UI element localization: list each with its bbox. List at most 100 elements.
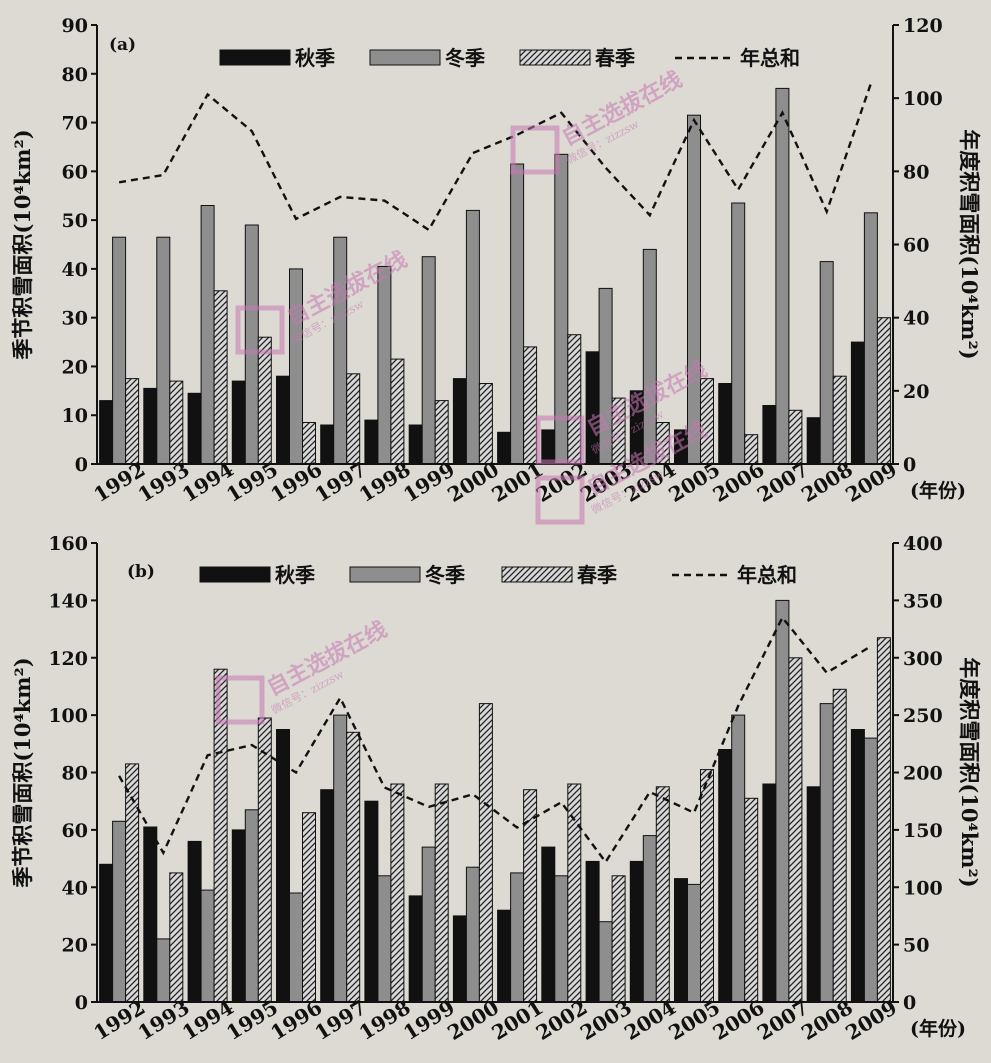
bar-black-1997	[320, 424, 335, 465]
left-tick-label: 30	[62, 308, 88, 330]
right-tick-label: 200	[903, 763, 943, 785]
bar-black-2009	[850, 729, 865, 1003]
bar-gray-2009	[863, 212, 878, 465]
bar-hatched-1999	[434, 400, 449, 465]
bar-gray-1999	[421, 846, 436, 1003]
bar-hatched-2002	[567, 334, 582, 465]
left-tick-label: 40	[62, 877, 88, 899]
bar-hatched-1997	[346, 373, 361, 465]
left-tick-label: 140	[48, 590, 88, 612]
bar-hatched-2007	[788, 409, 803, 465]
bar-gray-2009	[863, 737, 878, 1003]
panel-label: (a)	[109, 35, 136, 55]
x-unit-label: (年份)	[910, 1017, 966, 1040]
legend-label: 冬季	[445, 46, 485, 70]
bar-gray-2007	[775, 599, 790, 1003]
right-tick-label: 350	[903, 590, 943, 612]
bar-hatched-2005	[700, 769, 714, 1003]
legend: 秋季 冬季 春季 年总和	[219, 46, 800, 70]
bar-hatched-2000	[478, 383, 493, 465]
bar-gray-2008	[819, 261, 834, 465]
bar-hatched-1995	[257, 336, 272, 465]
left-tick-label: 60	[62, 161, 88, 183]
watermark-logo	[235, 305, 285, 355]
bar-gray-1997	[333, 714, 348, 1003]
bar-black-1993	[143, 826, 158, 1003]
legend-swatch-gray	[349, 566, 421, 583]
right-tick-label: 150	[903, 820, 943, 842]
right-tick-label: 300	[903, 648, 943, 670]
legend-swatch-black	[219, 49, 291, 66]
bar-black-2004	[629, 860, 644, 1003]
left-tick-label: 60	[62, 820, 88, 842]
bar-black-1992	[99, 400, 114, 465]
bar-black-1995	[231, 829, 246, 1003]
bar-gray-1995	[244, 809, 259, 1003]
bar-black-2002	[541, 846, 556, 1003]
bar-black-2006	[718, 383, 733, 465]
bar-gray-1994	[200, 205, 215, 465]
bar-black-1999	[408, 424, 423, 465]
bar-gray-1998	[377, 875, 392, 1003]
bar-gray-2000	[465, 209, 480, 465]
bar-gray-2003	[598, 921, 613, 1003]
bar-hatched-2004	[655, 786, 670, 1003]
right-tick-label: 60	[903, 235, 929, 257]
bar-black-1994	[187, 392, 202, 465]
right-tick-label: 120	[903, 15, 943, 37]
bar-hatched-2006	[744, 797, 759, 1003]
bar-hatched-1993	[169, 872, 184, 1003]
right-tick-label: 250	[903, 705, 943, 727]
bar-gray-2002	[554, 875, 569, 1003]
bar-black-2001	[497, 909, 512, 1003]
legend-swatch-hatched	[519, 49, 591, 66]
bar-hatched-2003	[611, 875, 626, 1003]
left-tick-label: 0	[75, 992, 88, 1014]
bar-gray-2001	[510, 163, 525, 465]
left-tick-label: 20	[62, 935, 88, 957]
bar-gray-1994	[200, 889, 215, 1003]
left-tick-label: 20	[62, 356, 88, 378]
bar-hatched-2009	[876, 637, 891, 1003]
bar-hatched-1995	[257, 717, 272, 1003]
watermark-logo	[535, 475, 585, 525]
left-tick-label: 80	[62, 763, 88, 785]
bar-hatched-1996	[302, 812, 316, 1003]
right-tick-label: 0	[903, 454, 916, 476]
bar-gray-2007	[775, 87, 790, 465]
x-unit-label: (年份)	[910, 479, 966, 502]
bar-hatched-1992	[125, 378, 140, 465]
bar-black-1995	[231, 380, 246, 465]
bar-black-1997	[320, 789, 335, 1003]
left-tick-label: 120	[48, 648, 88, 670]
bar-gray-1997	[333, 236, 348, 465]
bar-black-2008	[806, 786, 821, 1003]
bar-black-2005	[674, 878, 688, 1003]
bar-hatched-1994	[213, 290, 228, 465]
legend-swatch-gray	[369, 49, 441, 66]
right-tick-label: 400	[903, 533, 943, 555]
watermark-logo	[510, 125, 560, 175]
bar-black-2001	[497, 431, 512, 465]
right-tick-label: 0	[903, 992, 916, 1014]
bar-gray-1992	[112, 820, 127, 1003]
bar-gray-2004	[642, 835, 657, 1003]
left-tick-label: 80	[62, 64, 88, 86]
bar-gray-1993	[156, 236, 171, 465]
bar-gray-1995	[244, 224, 259, 465]
left-tick-label: 100	[48, 705, 88, 727]
right-tick-label: 80	[903, 161, 929, 183]
bar-gray-2008	[819, 703, 834, 1003]
bar-gray-1998	[377, 265, 392, 465]
left-tick-label: 10	[62, 405, 88, 427]
legend-label: 春季	[576, 563, 617, 587]
left-axis-title: 季节积雪面积(10⁴km²)	[10, 657, 35, 887]
left-tick-label: 160	[48, 533, 88, 555]
bar-gray-1992	[112, 236, 127, 465]
bar-gray-2006	[731, 202, 746, 465]
legend: 秋季 冬季 春季 年总和	[199, 563, 797, 587]
bar-black-1999	[408, 895, 423, 1003]
bar-black-1996	[276, 729, 290, 1003]
right-axis-title: 年度积雪面积(10⁴km²)	[957, 657, 982, 887]
